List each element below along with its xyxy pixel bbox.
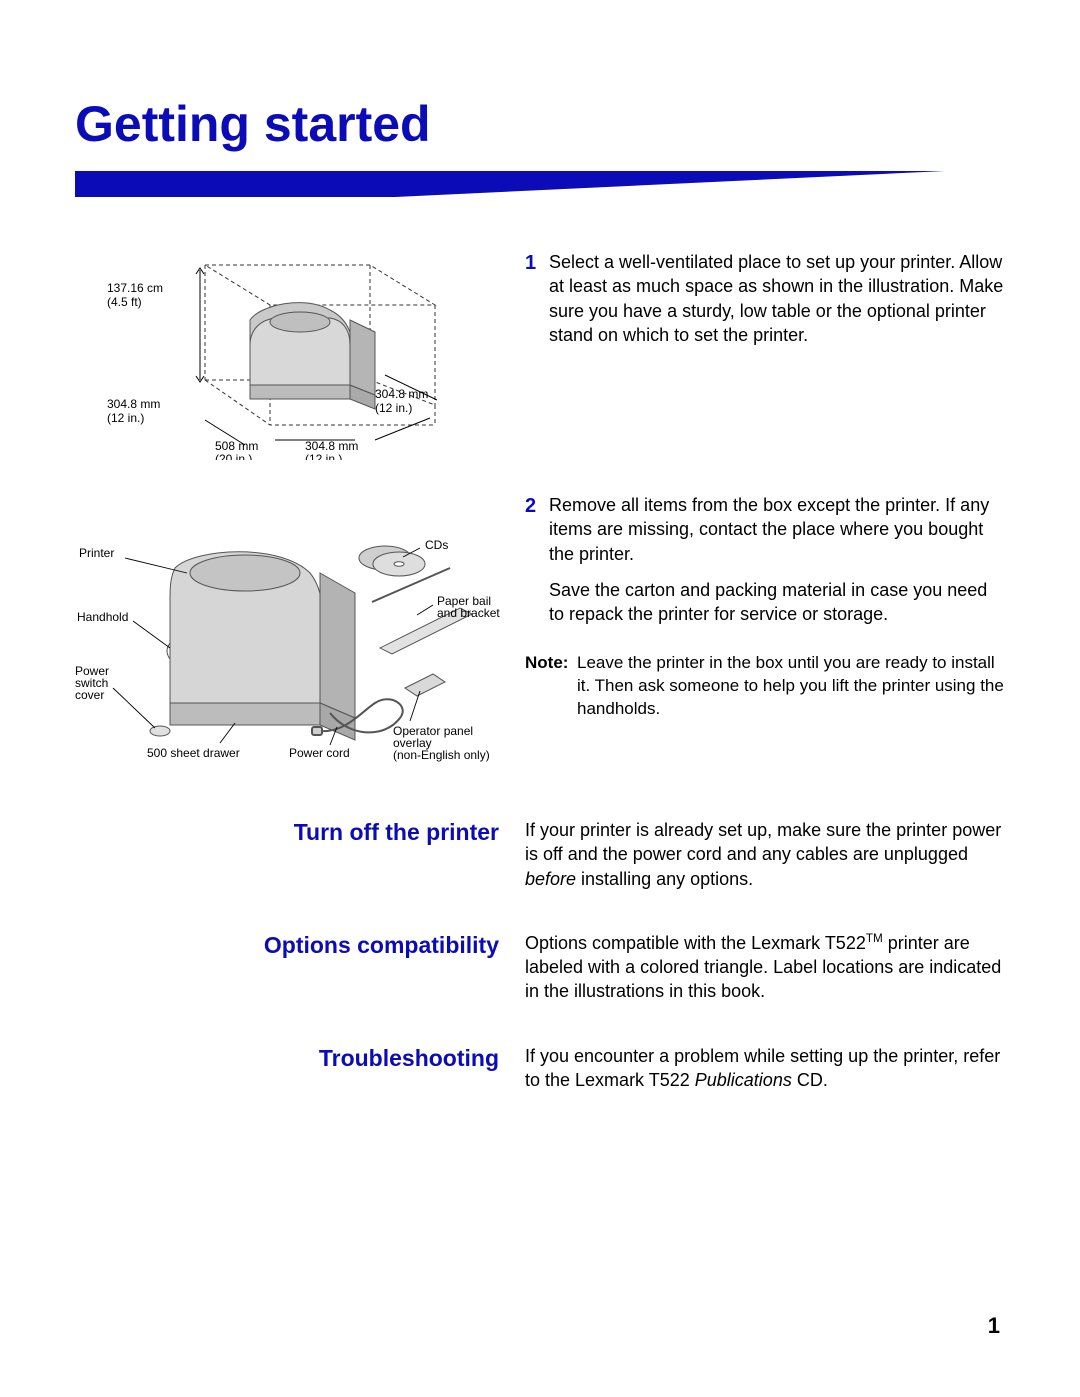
unpacking-diagram: Printer Handhold Powerswitchcover 500 sh… bbox=[75, 493, 525, 778]
section-heading: Turn off the printer bbox=[75, 818, 525, 848]
dim-right-in: (12 in.) bbox=[375, 401, 412, 415]
section-body: If your printer is already set up, make … bbox=[525, 818, 1005, 891]
section-heading: Troubleshooting bbox=[75, 1044, 525, 1074]
step-text: Select a well-ventilated place to set up… bbox=[549, 250, 1005, 347]
step-text: Save the carton and packing material in … bbox=[549, 578, 1005, 627]
dim-front-in: (20 in.) bbox=[215, 452, 252, 460]
label-paper-bail: Paper bailand bracket bbox=[437, 594, 500, 620]
note-text: Leave the printer in the box until you a… bbox=[577, 652, 1005, 721]
clearance-diagram: 137.16 cm (4.5 ft) 304.8 mm (12 in.) 508… bbox=[75, 250, 525, 465]
dim-left-in: (12 in.) bbox=[107, 411, 144, 425]
label-power-cord: Power cord bbox=[289, 746, 350, 760]
label-drawer: 500 sheet drawer bbox=[147, 746, 240, 760]
note-label: Note: bbox=[525, 652, 577, 721]
dim-left-mm: 304.8 mm bbox=[107, 397, 160, 411]
step-2: 2 Remove all items from the box except t… bbox=[525, 493, 1005, 638]
dim-frontr-mm: 304.8 mm bbox=[305, 439, 358, 453]
section-heading: Options compatibility bbox=[75, 931, 525, 961]
section-options: Options compatibility Options compatible… bbox=[75, 931, 1005, 1004]
page-number: 1 bbox=[988, 1313, 1000, 1339]
label-overlay: Operator paneloverlay(non-English only) bbox=[393, 724, 490, 762]
dim-height-ft: (4.5 ft) bbox=[107, 295, 142, 309]
step-2-note: Note: Leave the printer in the box until… bbox=[525, 652, 1005, 721]
dim-frontr-in: (12 in.) bbox=[305, 452, 342, 460]
label-power-switch: Powerswitchcover bbox=[75, 664, 109, 702]
dim-right-mm: 304.8 mm bbox=[375, 387, 428, 401]
section-body: If you encounter a problem while setting… bbox=[525, 1044, 1005, 1093]
step-1: 1 Select a well-ventilated place to set … bbox=[525, 250, 1005, 359]
section-turn-off: Turn off the printer If your printer is … bbox=[75, 818, 1005, 891]
label-handhold: Handhold bbox=[77, 610, 128, 624]
dim-front-mm: 508 mm bbox=[215, 439, 258, 453]
label-cds: CDs bbox=[425, 538, 448, 552]
dim-height-cm: 137.16 cm bbox=[107, 281, 163, 295]
page-title: Getting started bbox=[75, 95, 1005, 153]
step-text: Remove all items from the box except the… bbox=[549, 493, 1005, 566]
section-body: Options compatible with the Lexmark T522… bbox=[525, 931, 1005, 1004]
label-printer: Printer bbox=[79, 546, 114, 560]
accent-bar bbox=[75, 171, 1005, 203]
section-troubleshooting: Troubleshooting If you encounter a probl… bbox=[75, 1044, 1005, 1093]
step-number: 2 bbox=[525, 493, 549, 519]
step-number: 1 bbox=[525, 250, 549, 276]
